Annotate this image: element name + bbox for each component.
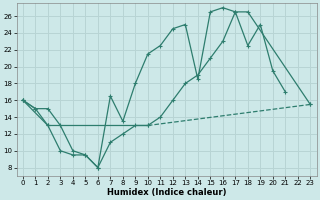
X-axis label: Humidex (Indice chaleur): Humidex (Indice chaleur) bbox=[107, 188, 226, 197]
